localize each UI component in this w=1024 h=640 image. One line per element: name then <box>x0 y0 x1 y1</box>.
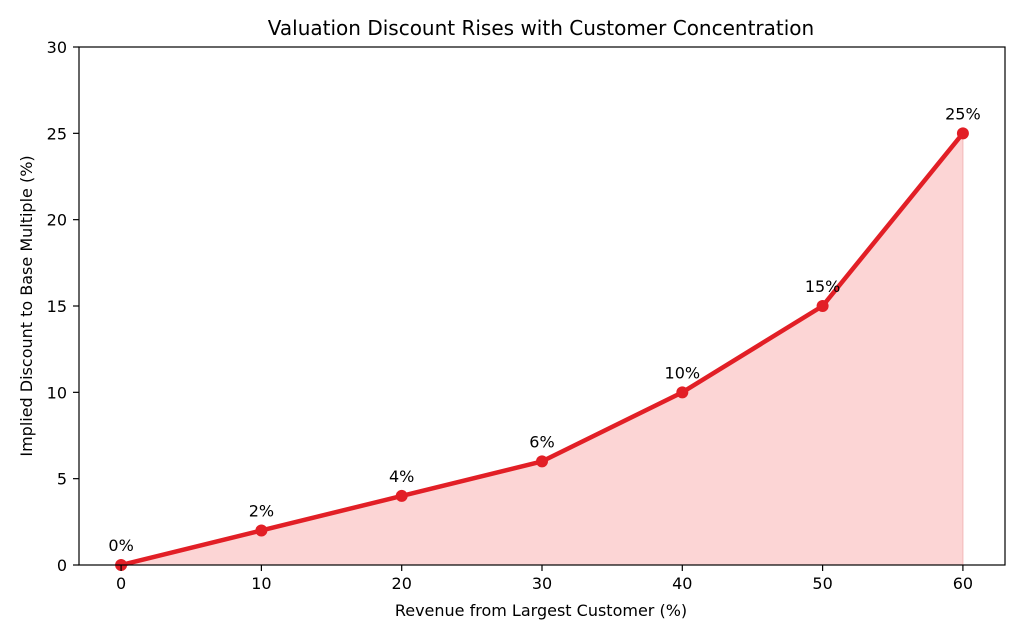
x-tick-label: 20 <box>392 574 412 593</box>
data-label: 25% <box>945 104 981 123</box>
data-label: 0% <box>108 536 133 555</box>
data-label: 15% <box>805 277 841 296</box>
y-tick-label: 0 <box>57 556 67 575</box>
y-tick-label: 20 <box>47 211 67 230</box>
data-point <box>536 455 548 468</box>
data-label: 6% <box>529 432 554 451</box>
data-label: 10% <box>665 363 701 382</box>
y-axis-label: Implied Discount to Base Multiple (%) <box>17 155 36 456</box>
x-tick-label: 40 <box>672 574 692 593</box>
data-point <box>255 524 268 537</box>
data-label: 4% <box>389 467 414 486</box>
area-fill <box>121 133 963 566</box>
y-tick-label: 15 <box>47 297 67 316</box>
plot-layer: 0% 2% 4% 6% 10% 15% 25% 0 10 20 30 40 50 60 0 5 10 15 20 25… <box>47 38 1006 593</box>
data-point <box>395 489 408 502</box>
y-tick-label: 10 <box>47 383 67 402</box>
data-point <box>956 127 969 140</box>
x-tick-label: 50 <box>812 574 832 593</box>
y-tick-label: 25 <box>47 124 67 143</box>
x-axis-label: Revenue from Largest Customer (%) <box>395 601 687 620</box>
data-point <box>816 300 829 312</box>
data-label: 2% <box>249 501 274 520</box>
x-tick-label: 60 <box>953 574 973 593</box>
y-tick-label: 30 <box>47 38 67 57</box>
x-tick-label: 30 <box>532 574 552 593</box>
y-tick-label: 5 <box>57 470 67 489</box>
data-point <box>676 386 689 399</box>
x-tick-label: 10 <box>251 574 271 593</box>
chart-title: Valuation Discount Rises with Customer C… <box>268 16 814 40</box>
x-tick-label: 0 <box>116 574 126 593</box>
